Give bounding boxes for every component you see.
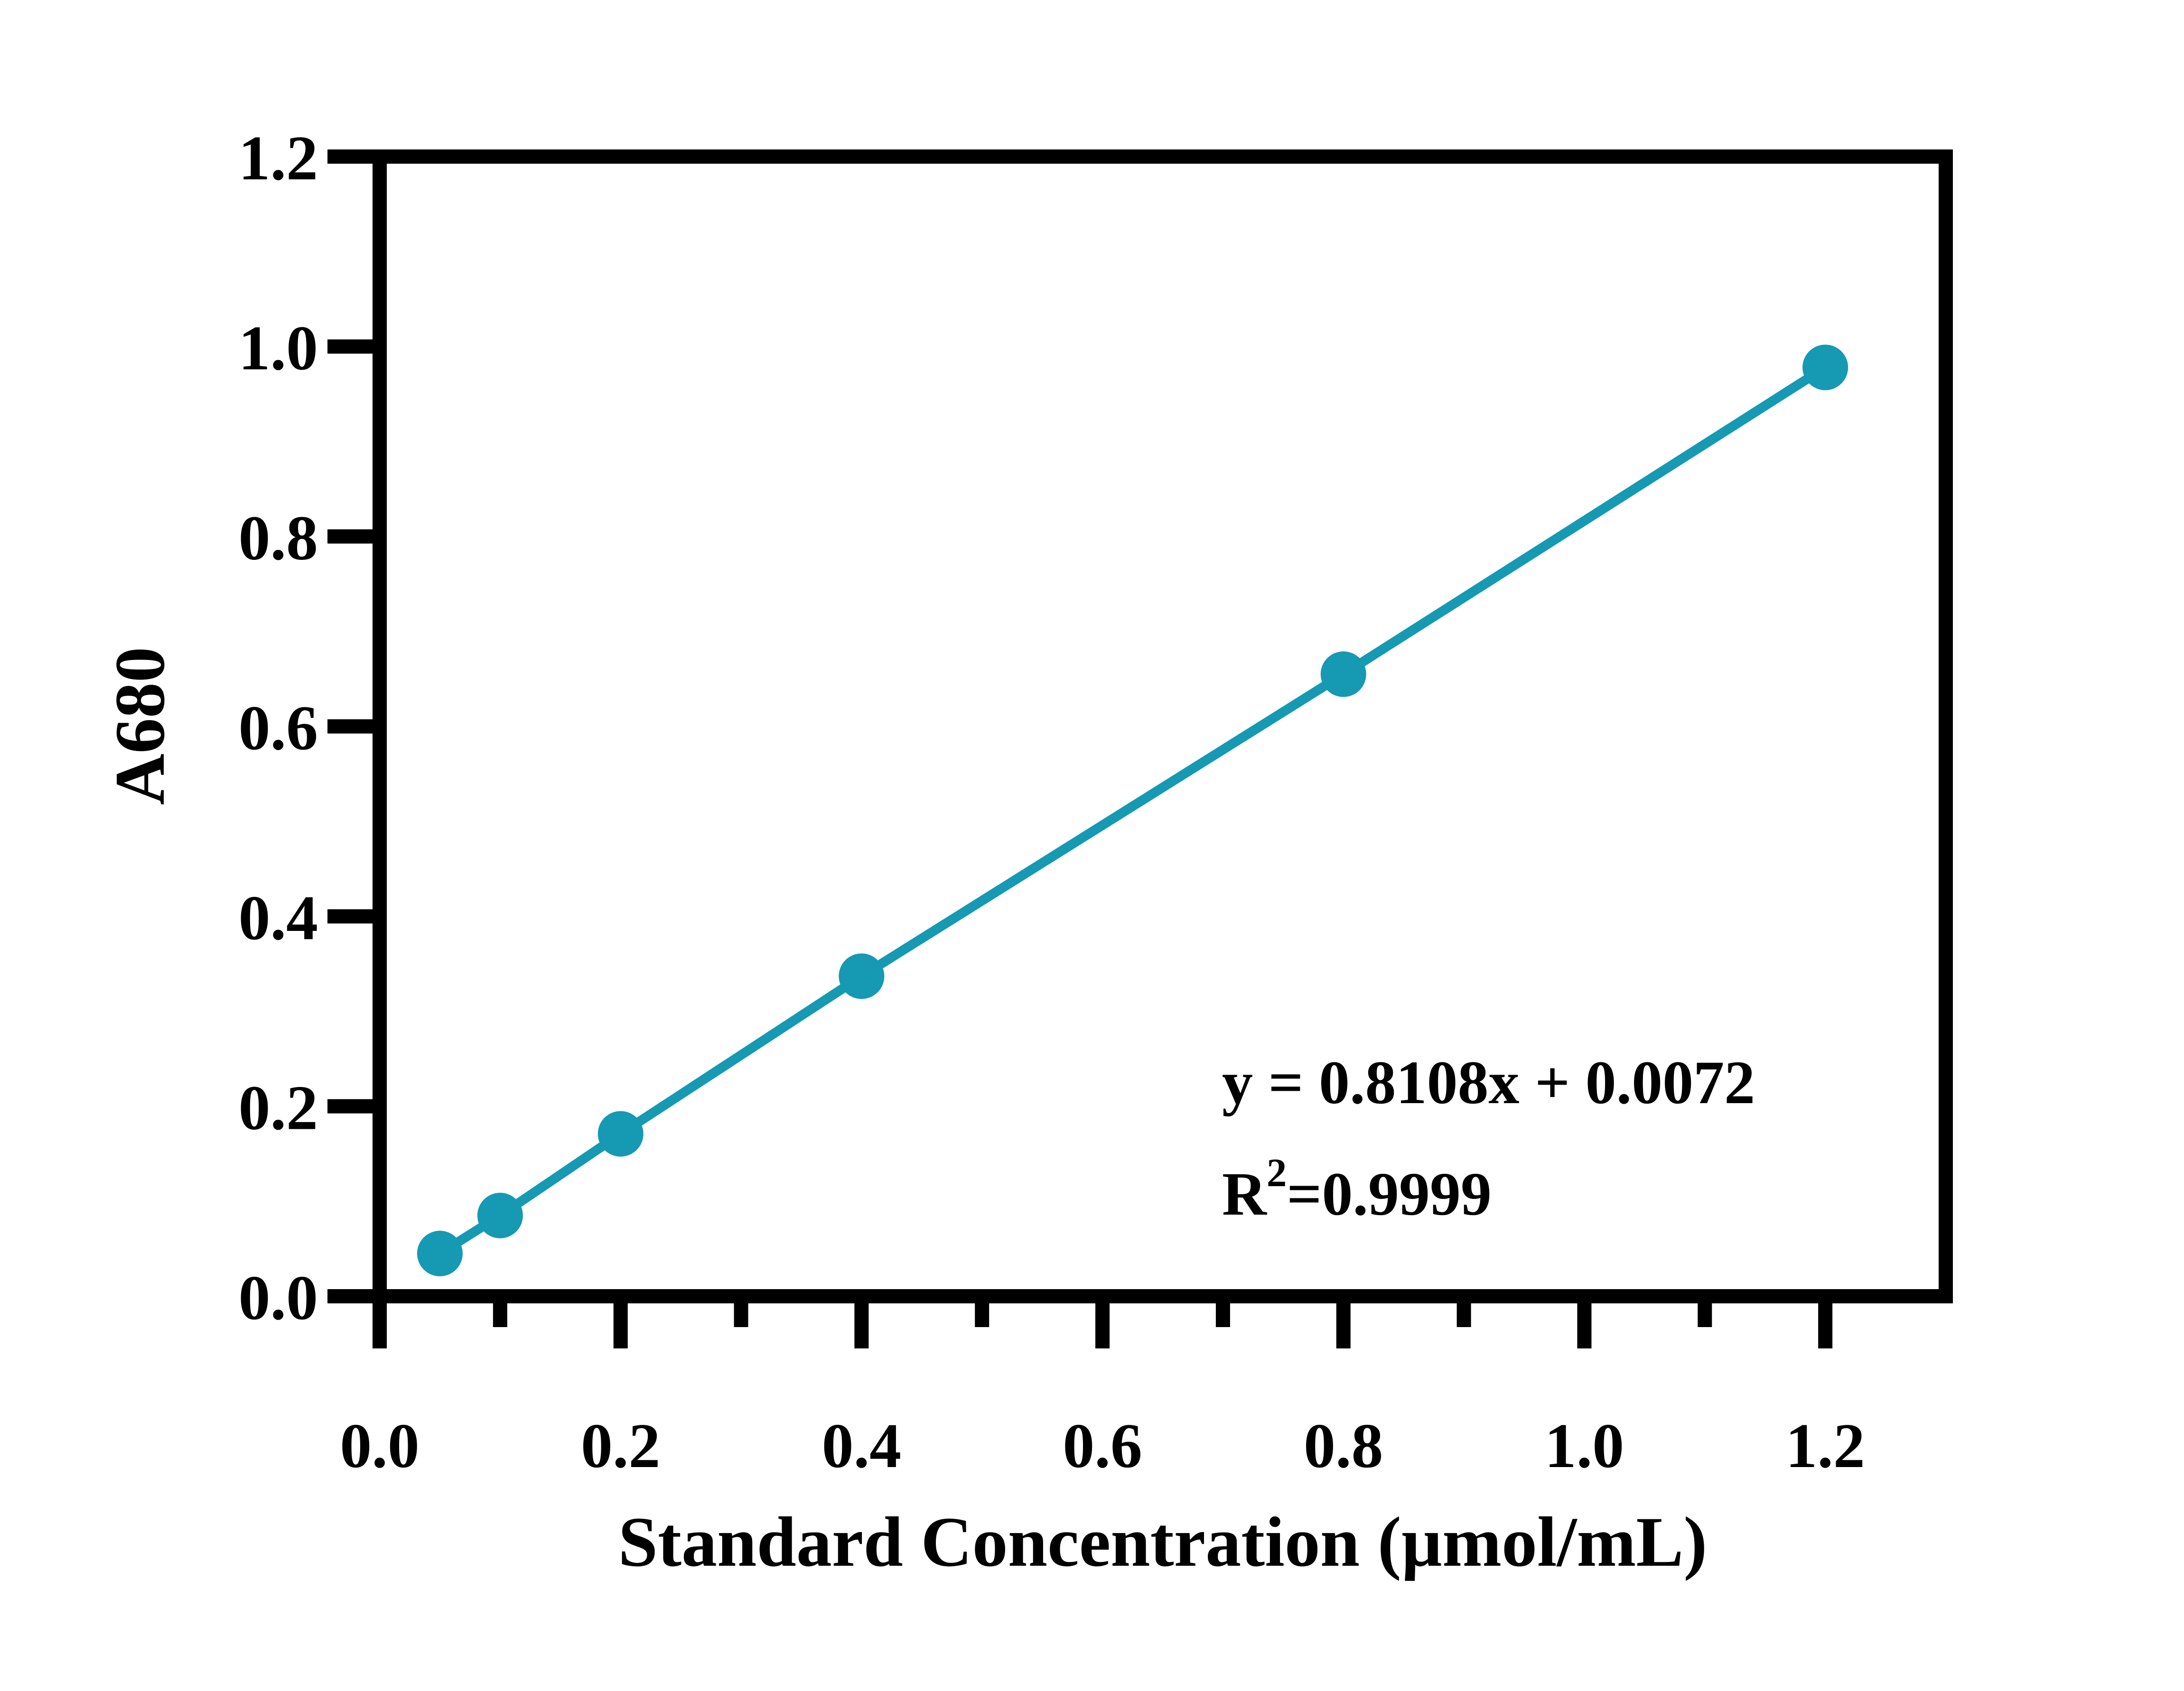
r-squared-value: =0.9999 (1287, 1160, 1492, 1228)
x-tick-label: 0.4 (822, 1411, 902, 1481)
y-tick-label: 0.6 (239, 693, 318, 763)
y-tick-label: 0.8 (239, 503, 318, 573)
x-tick-label: 0.6 (1063, 1411, 1142, 1481)
x-tick-label: 0.8 (1304, 1411, 1383, 1481)
data-point (1320, 651, 1366, 697)
series-layer (417, 344, 1848, 1276)
y-axis-title: A680 (101, 647, 179, 805)
x-tick-label: 0.2 (581, 1411, 661, 1481)
x-axis-ticks: 0.0 0.2 0.4 0.6 0.8 1.0 1.2 (340, 1296, 1865, 1481)
regression-equation: y = 0.8108x + 0.0072 (1222, 1049, 1755, 1117)
r-squared-exponent: 2 (1267, 1151, 1287, 1195)
r-squared-prefix: R (1222, 1160, 1268, 1228)
y-tick-label: 1.0 (239, 313, 318, 383)
data-point (597, 1111, 644, 1157)
series-line (435, 362, 1830, 1258)
y-tick-label: 0.0 (239, 1263, 318, 1333)
y-tick-label: 0.2 (239, 1073, 318, 1143)
data-point (477, 1192, 523, 1238)
y-tick-label: 0.4 (239, 883, 318, 953)
data-point (839, 953, 885, 999)
x-tick-label: 1.0 (1545, 1411, 1624, 1481)
r-squared: R2=0.9999 (1222, 1151, 1492, 1228)
y-axis-ticks: 0.0 0.2 0.4 0.6 0.8 1.0 1.2 (239, 123, 380, 1333)
x-tick-label: 1.2 (1785, 1411, 1865, 1481)
x-axis-title: Standard Concentration (µmol/mL) (618, 1503, 1708, 1581)
data-point (1802, 344, 1848, 390)
x-tick-label: 0.0 (340, 1411, 420, 1481)
y-tick-label: 1.2 (239, 123, 318, 193)
data-point (417, 1230, 463, 1276)
